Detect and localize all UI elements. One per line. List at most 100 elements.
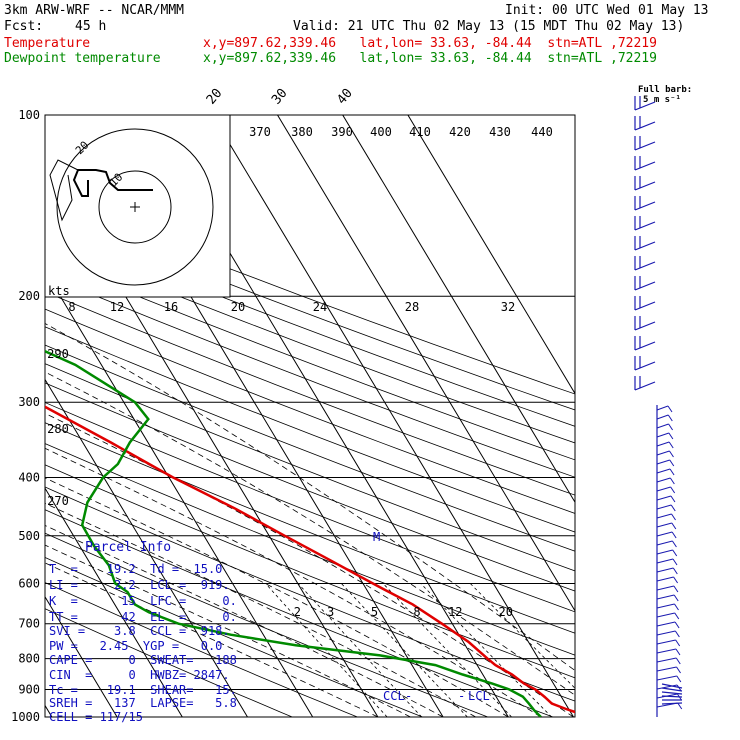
theta-label-left: 270 — [47, 494, 69, 508]
hodograph-trace — [72, 169, 153, 197]
wind-barb — [667, 405, 673, 413]
wind-barb — [634, 141, 656, 151]
wind-barb — [675, 648, 681, 656]
mixing-ratio-line — [469, 583, 575, 689]
wind-barb — [634, 241, 656, 251]
wind-barb — [656, 549, 673, 555]
wind-barb — [634, 181, 656, 191]
wind-barb — [656, 513, 672, 519]
wind-barb — [673, 576, 679, 584]
dry-adiabat — [45, 210, 575, 411]
temperature-legend: Temperature — [4, 36, 91, 51]
wind-barb — [656, 666, 677, 672]
parcel-row: CAPE = 0 SWEAT= 188 — [49, 653, 237, 667]
dewpoint-profile — [45, 349, 542, 717]
wind-barb — [656, 459, 670, 465]
wind-barb — [672, 558, 678, 566]
pressure-tick-label: 700 — [18, 617, 40, 631]
wind-barb — [656, 477, 671, 483]
dry-adiabat — [45, 557, 423, 717]
temperature-location: x,y=897.62,339.46 lat,lon= 33.63, -84.44… — [203, 36, 657, 51]
dry-adiabat — [45, 225, 575, 427]
hodo-speed-label: 28 — [405, 300, 419, 314]
wind-barb — [634, 221, 656, 231]
wind-barb — [656, 603, 675, 609]
isotherm-line — [277, 115, 575, 612]
wind-barb — [656, 567, 674, 573]
wind-key-line1: Full barb: — [638, 85, 692, 95]
forecast-hour: 45 h — [75, 19, 107, 34]
wind-barb — [672, 567, 678, 575]
parcel-row: CELL = 117/15 — [49, 710, 143, 724]
level-marker-m: M — [373, 530, 380, 544]
wind-barb — [669, 459, 675, 467]
wind-barb — [634, 341, 656, 351]
wind-barb — [656, 432, 670, 438]
dry-adiabat — [45, 402, 575, 613]
wind-barb — [656, 540, 673, 546]
dry-adiabat — [45, 608, 293, 717]
ccl-dash: - — [405, 689, 412, 703]
wind-barb — [656, 675, 677, 681]
wind-barb — [661, 687, 683, 692]
isotherm-line — [45, 487, 183, 717]
parcel-row: TT = 42 EL = 0. — [49, 610, 237, 624]
pressure-tick-label: 200 — [18, 289, 40, 303]
wind-barb — [674, 630, 680, 638]
isotherm-top-label: 30 — [269, 86, 291, 108]
hodo-speed-label: 24 — [313, 300, 327, 314]
wind-barb — [656, 648, 677, 654]
lcl-dash: - — [458, 689, 465, 703]
wind-barb — [670, 486, 676, 494]
model-title: 3km ARW-WRF -- NCAR/MMM — [4, 3, 185, 18]
mixing-ratio-lines — [265, 583, 575, 717]
dry-adiabat — [45, 326, 575, 533]
wind-barb — [675, 657, 681, 665]
theta-label-left: 290 — [47, 347, 69, 361]
wind-barb — [670, 504, 676, 512]
isotherm-line — [407, 115, 575, 395]
isotherm-top-label: 20 — [204, 86, 226, 108]
dry-adiabat — [45, 274, 575, 478]
wind-barb — [656, 576, 674, 582]
hodograph-trace-upper — [49, 159, 79, 222]
parcel-row: SREH = 137 LAPSE= 5.8 — [49, 696, 237, 710]
hodo-speed-label: 20 — [231, 300, 245, 314]
wind-barb — [656, 630, 676, 636]
lcl-label: LCL — [468, 689, 490, 703]
wind-barb — [661, 695, 683, 698]
mixing-ratio-label: 3 — [327, 605, 334, 619]
pressure-tick-label: 900 — [18, 682, 40, 696]
wind-barb — [656, 468, 671, 474]
parcel-row: T = 19.2 Td = 15.0 — [49, 562, 223, 576]
dry-adiabat — [45, 257, 575, 461]
wind-barb — [668, 441, 674, 449]
wind-barb — [673, 585, 679, 593]
theta-label: 400 — [370, 125, 392, 139]
wind-barb — [634, 101, 656, 111]
parcel-row: LI = 2.2 LCL = 919. — [49, 578, 230, 592]
pressure-tick-label: 400 — [18, 470, 40, 484]
parcel-row: SVI = 3.8 CCL = 918. — [49, 624, 230, 638]
isotherm-line — [211, 115, 574, 717]
wind-barb — [676, 675, 682, 683]
dry-adiabat — [45, 195, 575, 395]
dry-adiabat — [45, 422, 575, 634]
mixing-ratio-label: 12 — [448, 605, 462, 619]
wind-barb — [634, 161, 656, 171]
wind-barb — [671, 513, 676, 521]
theta-label: 420 — [449, 125, 471, 139]
wind-barb — [672, 549, 678, 557]
wind-barb — [656, 531, 673, 537]
wind-barb — [667, 414, 673, 422]
sounding-profiles — [45, 349, 575, 717]
wind-barb — [668, 423, 674, 431]
mixing-ratio-label: 20 — [499, 605, 513, 619]
dry-adiabat — [45, 291, 575, 496]
wind-barb — [676, 666, 681, 674]
wind-barb — [656, 441, 670, 447]
pressure-tick-label: 1000 — [11, 710, 40, 724]
temperature-profile — [45, 405, 575, 714]
